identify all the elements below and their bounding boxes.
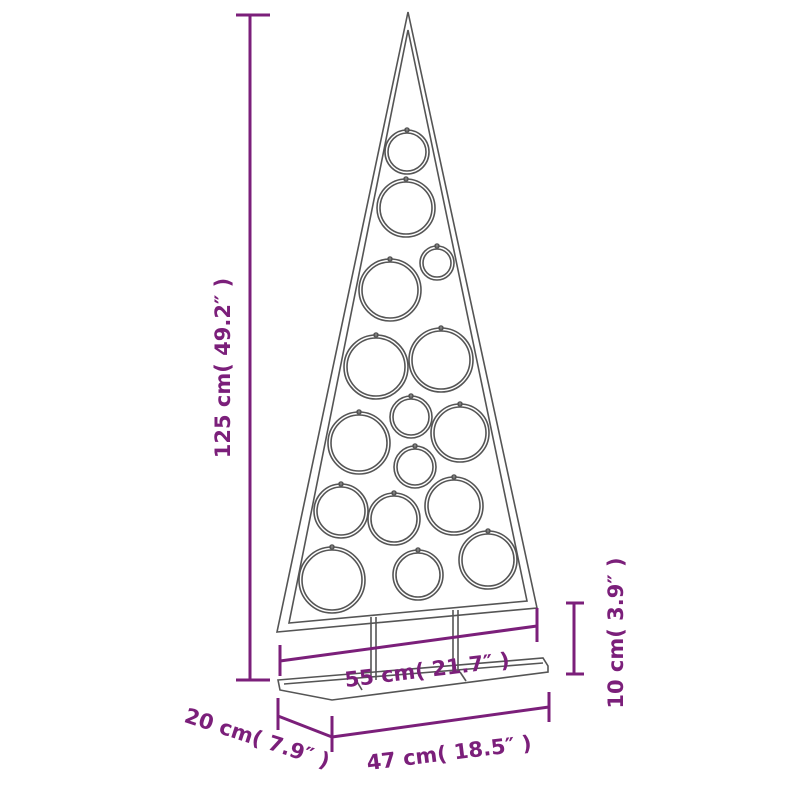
ornament-hook xyxy=(356,409,362,415)
ornament-hook xyxy=(329,544,335,550)
ornament-ring xyxy=(430,403,490,463)
ornament-circles xyxy=(298,127,518,614)
ornament-hook xyxy=(338,481,344,487)
ornament-ring xyxy=(367,492,421,546)
ornament-ring xyxy=(327,411,391,475)
ornament-hook xyxy=(404,127,410,133)
ornament-ring xyxy=(396,448,434,486)
ornament-ring xyxy=(392,398,430,436)
stand-base-rib xyxy=(355,679,363,691)
ornament-ring xyxy=(411,330,471,390)
ornament-ring xyxy=(343,334,409,400)
ornament-ring xyxy=(384,129,430,175)
base-width-label: 47 cm( 18.5″ ) xyxy=(365,731,533,775)
stand-base-rib xyxy=(283,662,544,685)
ornament-hook xyxy=(485,528,491,534)
ornament-ring xyxy=(330,414,388,472)
ornament-ring xyxy=(316,486,366,536)
ornament-ring xyxy=(376,178,436,238)
stand-base-rib xyxy=(459,671,467,682)
ornament-hook xyxy=(415,547,421,553)
ornament-hook xyxy=(403,176,409,182)
ornament-ring xyxy=(461,533,515,587)
base-depth-label: 20 cm( 7.9″ ) xyxy=(182,704,333,774)
tree-width-label: 55 cm( 21.7″ ) xyxy=(343,648,511,692)
ornament-ring xyxy=(419,245,455,281)
ornament-ring xyxy=(392,549,444,601)
ornament-ring xyxy=(458,530,518,590)
ornament-ring xyxy=(387,132,427,172)
ornament-hook xyxy=(438,325,444,331)
width-dimension-line xyxy=(279,624,538,663)
ornament-ring xyxy=(395,552,441,598)
ornament-hook xyxy=(451,474,457,480)
height-label: 125 cm( 49.2″ ) xyxy=(211,278,235,459)
stand-base-tray xyxy=(277,657,549,701)
ornament-ring xyxy=(358,258,422,322)
ornament-ring xyxy=(313,483,369,539)
ornament-hook xyxy=(373,332,379,338)
ornament-ring xyxy=(301,549,363,611)
tree-outer-outline xyxy=(275,11,538,633)
ornament-ring xyxy=(433,406,487,460)
ornament-hook xyxy=(408,393,414,399)
ornament-hook xyxy=(412,443,418,449)
ornament-ring xyxy=(361,261,419,319)
ornament-ring xyxy=(393,445,437,489)
ornament-ring xyxy=(408,327,474,393)
ornament-ring xyxy=(370,495,418,543)
stand-height-label: 10 cm( 3.9″ ) xyxy=(604,557,628,708)
ornament-ring xyxy=(389,395,433,439)
dimension-lines xyxy=(236,13,584,752)
ornament-ring xyxy=(346,337,406,397)
base-width-dimension-line xyxy=(331,705,550,739)
tree-frame xyxy=(275,11,549,701)
ornament-hook xyxy=(434,243,440,249)
ornament-ring xyxy=(422,248,452,278)
ornament-ring xyxy=(424,476,484,536)
ornament-hook xyxy=(387,256,393,262)
ornament-hook xyxy=(391,490,397,496)
ornament-hook xyxy=(457,401,463,407)
ornament-ring xyxy=(379,181,433,235)
ornament-ring xyxy=(298,546,366,614)
ornament-ring xyxy=(427,479,481,533)
depth-dimension-line xyxy=(277,714,333,739)
tree-inner-outline xyxy=(288,29,528,624)
